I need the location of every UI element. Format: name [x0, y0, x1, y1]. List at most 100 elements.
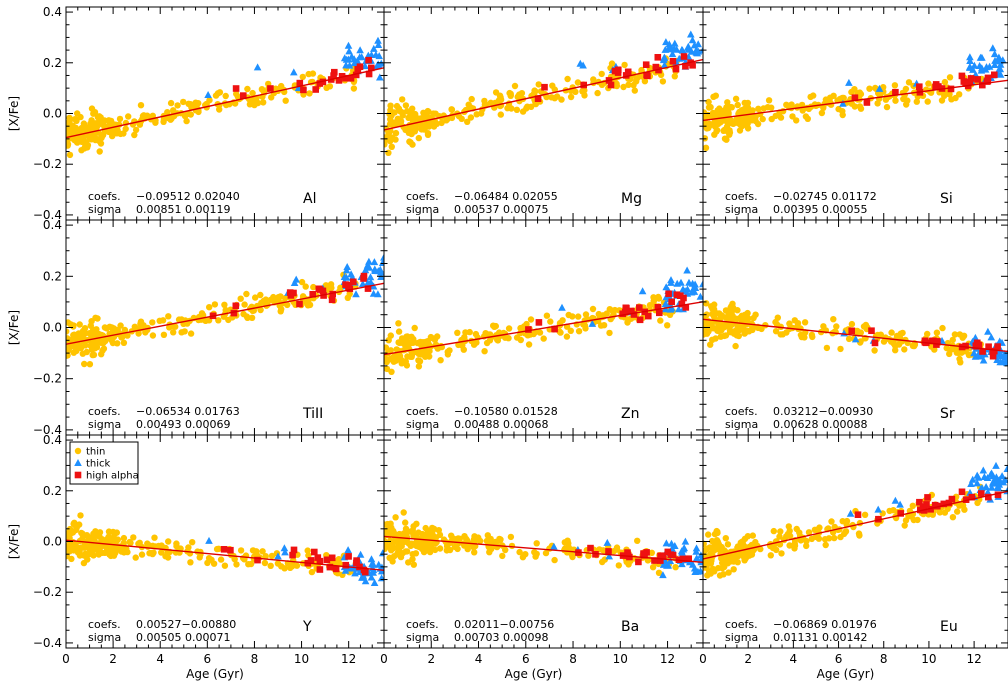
- thick-disk-star: [874, 505, 882, 513]
- thin-disk-star: [532, 553, 539, 560]
- thin-disk-star: [98, 118, 105, 125]
- high-alpha-star: [989, 352, 997, 360]
- thick-disk-star: [370, 44, 378, 52]
- high-alpha-star: [672, 65, 680, 73]
- thin-disk-star: [261, 559, 269, 567]
- thin-disk-star: [705, 531, 712, 538]
- thick-disk-star: [974, 473, 983, 481]
- thin-disk-star: [116, 115, 124, 123]
- thin-disk-star: [221, 301, 228, 308]
- panel-tiii: −0.4 −0.2 0.0 0.2 0.4 [X/Fe] coefs. −0.06534 0.…: [7, 218, 385, 437]
- thick-disk-star: [987, 333, 996, 341]
- thick-disk-star: [366, 273, 375, 281]
- thin-disk-star: [444, 348, 451, 356]
- thin-disk-star: [505, 325, 513, 332]
- thick-disk-star: [347, 564, 355, 572]
- thin-disk-star: [403, 536, 410, 543]
- thin-disk-star: [278, 563, 285, 570]
- thin-disk-star: [112, 549, 119, 557]
- thin-disk-star: [764, 104, 771, 111]
- thin-disk-star: [388, 143, 395, 150]
- thin-disk-star: [96, 148, 103, 155]
- thin-disk-star: [396, 544, 403, 552]
- x-tick-label: 0: [62, 652, 70, 666]
- thin-disk-star: [97, 140, 105, 147]
- coefs-values: 0.03212−0.00930: [773, 405, 873, 418]
- thin-disk-star: [101, 324, 109, 331]
- high-alpha-star: [353, 559, 360, 567]
- thick-disk-star: [350, 59, 359, 67]
- thick-disk-star: [340, 54, 349, 62]
- high-alpha-star: [967, 75, 975, 82]
- thick-disk-star: [998, 472, 1006, 480]
- thin-disk-star: [909, 502, 916, 509]
- thin-disk-star: [90, 351, 98, 359]
- thin-disk-star: [160, 331, 168, 338]
- sigma-label: sigma: [406, 418, 439, 431]
- thick-disk-star: [896, 500, 904, 508]
- sigma-values: 0.00505 0.00071: [136, 631, 230, 644]
- thin-disk-star: [803, 542, 810, 550]
- high-alpha-star: [232, 302, 240, 310]
- high-alpha-star: [851, 94, 859, 101]
- thick-disk-star: [374, 560, 383, 568]
- thin-disk-star: [392, 535, 400, 542]
- thin-disk-star: [132, 554, 139, 561]
- thick-disk-star: [662, 539, 671, 547]
- thin-disk-star: [516, 548, 523, 556]
- thick-disk-star: [667, 43, 675, 51]
- thin-disk-star: [217, 556, 225, 563]
- thick-disk-star: [378, 259, 384, 266]
- coefs-label: coefs.: [406, 405, 439, 418]
- thin-disk-star: [384, 354, 389, 362]
- thin-disk-star: [907, 513, 914, 520]
- high-alpha-star: [984, 74, 992, 82]
- panel-zn: coefs. −0.10580 0.01528 sigma 0.00488 0.000…: [383, 219, 704, 436]
- thin-disk-star: [755, 105, 762, 113]
- thin-disk-star: [424, 131, 432, 138]
- thin-disk-star: [454, 545, 461, 553]
- thin-disk-star: [204, 559, 211, 567]
- high-alpha-star: [991, 71, 998, 79]
- x-tick-label: 8: [880, 652, 888, 666]
- thin-disk-star: [120, 549, 128, 556]
- coefs-label: coefs.: [406, 190, 439, 203]
- high-alpha-star: [875, 515, 882, 523]
- thick-disk-star: [891, 496, 900, 504]
- thin-disk-star: [724, 99, 731, 106]
- y-tick-label: −0.4: [33, 423, 62, 437]
- high-alpha-star: [682, 304, 690, 311]
- thick-disk-star: [687, 30, 695, 38]
- data-points: [66, 253, 384, 368]
- thin-disk-star: [395, 320, 402, 327]
- fit-line: [66, 67, 384, 139]
- thin-disk-star: [243, 313, 251, 320]
- high-alpha-star: [679, 555, 687, 563]
- thin-disk-star: [420, 114, 428, 121]
- thin-disk-star: [608, 60, 616, 67]
- thin-disk-star: [519, 108, 527, 115]
- thin-disk-star: [88, 346, 96, 353]
- thin-disk-star: [393, 102, 401, 110]
- thin-disk-star: [630, 81, 637, 89]
- thin-disk-star: [151, 534, 158, 541]
- panel-y: −0.4 −0.2 0.0 0.2 0.4 0 2 4 6 8 10 12 Age (Gyr) [X/Fe…: [7, 433, 385, 681]
- thin-disk-star: [350, 85, 358, 92]
- thin-disk-star: [394, 355, 401, 363]
- thick-disk-star: [979, 466, 988, 474]
- coefs-values: −0.06484 0.02055: [454, 190, 558, 203]
- thin-disk-star: [851, 86, 858, 93]
- thin-disk-star: [703, 540, 707, 547]
- thick-disk-star: [985, 62, 994, 70]
- sigma-label: sigma: [406, 203, 439, 216]
- thin-disk-star: [413, 520, 420, 527]
- thick-disk-star: [671, 39, 679, 47]
- thin-disk-star: [740, 323, 747, 331]
- high-alpha-star: [979, 81, 986, 89]
- thin-disk-star: [902, 517, 910, 524]
- high-alpha-star: [962, 342, 969, 350]
- y-tick-label: 0.0: [43, 321, 62, 335]
- high-alpha-star: [335, 77, 343, 84]
- high-alpha-star: [932, 83, 939, 91]
- thin-disk-star: [649, 564, 657, 571]
